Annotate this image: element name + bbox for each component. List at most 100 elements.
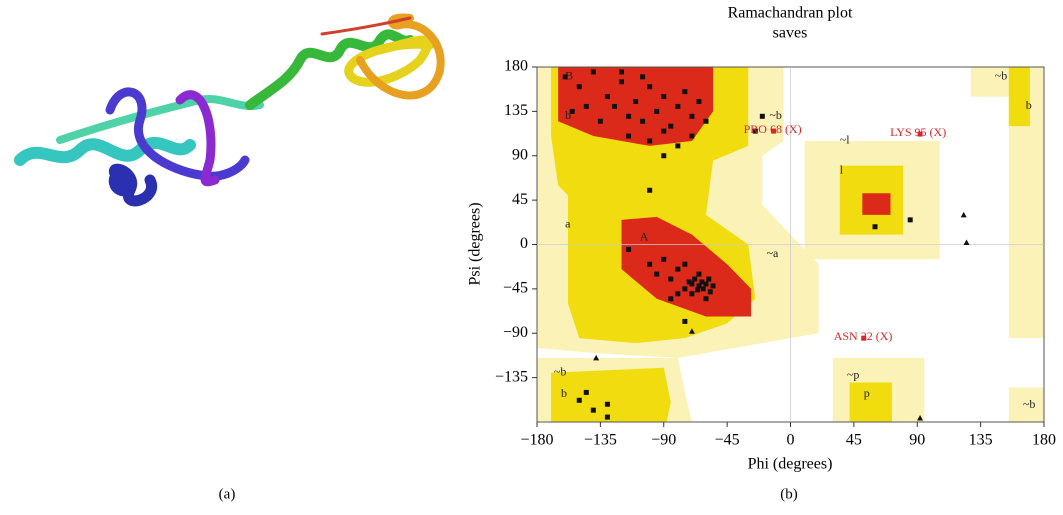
outlier-label: ASN 22 (X) <box>834 329 893 343</box>
residue-point <box>591 408 596 413</box>
region-label: ~p <box>847 367 860 381</box>
glycine-point <box>964 240 970 246</box>
residue-point <box>647 188 652 193</box>
residue-point <box>668 124 673 129</box>
y-axis-label: Psi (degrees) <box>467 202 484 285</box>
residue-point <box>577 398 582 403</box>
y-tick-label: 0 <box>520 235 528 252</box>
panel-label: (a) <box>219 486 236 502</box>
residue-point <box>626 247 631 252</box>
region-label: ~b <box>554 364 567 378</box>
residue-point <box>640 74 645 79</box>
y-tick-label: −90 <box>503 324 528 341</box>
region-label: p <box>864 386 870 400</box>
residue-point <box>647 84 652 89</box>
residue-point <box>682 286 687 291</box>
residue-point <box>708 289 713 294</box>
residue-point <box>692 277 697 282</box>
residue-point <box>619 69 624 74</box>
x-tick-label: 90 <box>909 432 925 449</box>
residue-point <box>563 74 568 79</box>
protein-ribbon <box>20 18 441 201</box>
x-tick-label: 0 <box>787 432 795 449</box>
residue-point <box>704 296 709 301</box>
residue-point <box>633 99 638 104</box>
strand <box>60 99 260 140</box>
region <box>850 383 892 422</box>
residue-point <box>661 257 666 262</box>
region-label: ~b <box>995 69 1008 83</box>
residue-point <box>908 217 913 222</box>
region-label: ~l <box>840 133 850 147</box>
region-label: a <box>565 217 571 231</box>
x-axis-label: Phi (degrees) <box>748 456 833 473</box>
region-label: ~b <box>769 108 782 122</box>
residue-point <box>696 272 701 277</box>
residue-point <box>640 119 645 124</box>
y-tick-label: −45 <box>503 280 528 297</box>
residue-point <box>605 415 610 420</box>
region <box>862 193 890 215</box>
residue-point <box>584 104 589 109</box>
panel-label: (b) <box>780 486 798 502</box>
residue-point <box>706 277 711 282</box>
residue-point <box>689 134 694 139</box>
x-tick-label: −135 <box>584 432 617 449</box>
residue-point <box>605 402 610 407</box>
x-tick-label: 180 <box>1032 432 1056 449</box>
region-label: ~a <box>767 246 779 260</box>
outlier-label: LYS 95 (X) <box>890 125 946 139</box>
residue-point <box>701 286 706 291</box>
residue-point <box>598 119 603 124</box>
figure: (a) (b) Ramachandran plot saves Phi (deg… <box>0 0 1063 510</box>
y-tick-label: 135 <box>504 102 528 119</box>
residue-point <box>711 283 716 288</box>
outlier-label: PRO 68 (X) <box>744 122 802 136</box>
x-tick-label: 135 <box>969 432 993 449</box>
region <box>551 368 671 422</box>
region-label: ~b <box>1023 397 1036 411</box>
region <box>971 67 1044 97</box>
region-label: b <box>1026 98 1032 112</box>
region-label: A <box>640 229 649 243</box>
residue-point <box>570 109 575 114</box>
residue-point <box>654 109 659 114</box>
helix <box>114 169 151 201</box>
residue-point <box>760 114 765 119</box>
residue-point <box>612 104 617 109</box>
residue-point <box>682 89 687 94</box>
residue-point <box>626 114 631 119</box>
x-tick-label: −45 <box>715 432 740 449</box>
residue-point <box>647 138 652 143</box>
residue-point <box>675 104 680 109</box>
residue-point <box>661 129 666 134</box>
residue-point <box>675 291 680 296</box>
residue-point <box>668 277 673 282</box>
residue-point <box>704 119 709 124</box>
glycine-point <box>961 212 967 218</box>
residue-point <box>605 94 610 99</box>
residue-point <box>584 390 589 395</box>
chart-subtitle: saves <box>773 25 808 42</box>
y-tick-label: 90 <box>512 146 528 163</box>
y-tick-label: 45 <box>512 191 528 208</box>
residue-point <box>687 279 692 284</box>
x-tick-label: −180 <box>520 432 553 449</box>
residue-point <box>654 272 659 277</box>
y-tick-label: −135 <box>495 368 528 385</box>
residue-point <box>695 287 700 292</box>
residue-point <box>689 114 694 119</box>
residue-point <box>689 291 694 296</box>
x-tick-label: −90 <box>651 432 676 449</box>
residue-point <box>682 319 687 324</box>
y-tick-label: 180 <box>504 58 528 75</box>
residue-point <box>675 143 680 148</box>
chart-title: Ramachandran plot <box>728 5 853 22</box>
residue-point <box>661 153 666 158</box>
residue-point <box>696 99 701 104</box>
residue-point <box>619 79 624 84</box>
residue-point <box>577 84 582 89</box>
residue-point <box>704 281 709 286</box>
residue-point <box>682 262 687 267</box>
residue-point <box>647 262 652 267</box>
